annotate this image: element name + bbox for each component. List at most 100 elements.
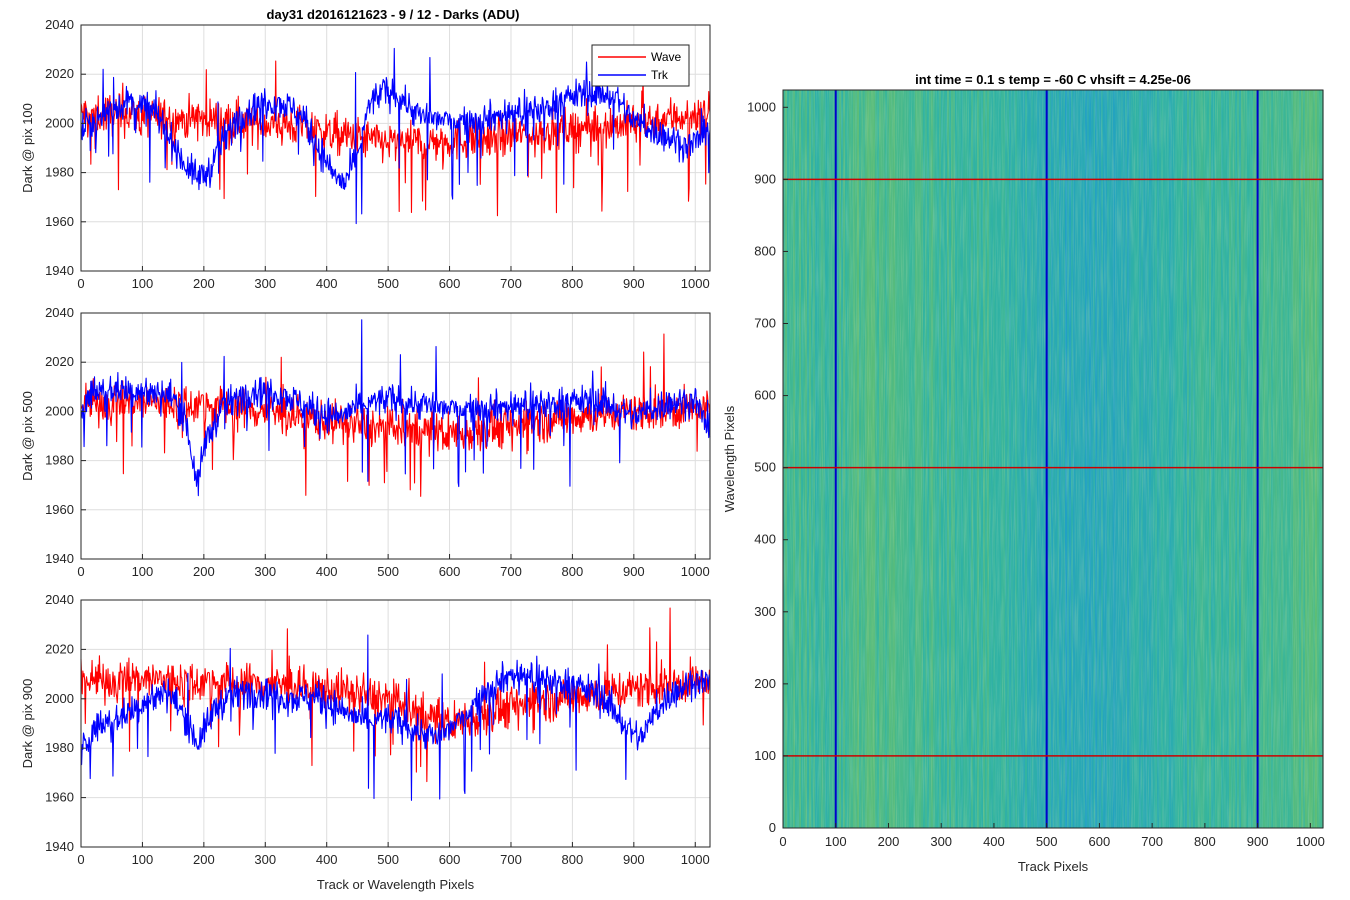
x-tick-label: 300 (254, 852, 276, 867)
x-tick-label: 700 (500, 852, 522, 867)
x-tick-label: 100 (132, 564, 154, 579)
y-axis-label: Dark @ pix 500 (20, 391, 35, 481)
heatmap-y-axis-label: Wavelength Pixels (722, 405, 737, 512)
y-tick-label: 1980 (45, 165, 74, 180)
heatmap-axes-box (782, 89, 1324, 829)
x-tick-label: 600 (439, 276, 461, 291)
heatmap-texture (783, 90, 1323, 828)
legend: Wave Trk (591, 44, 690, 87)
x-tick-label: 900 (623, 852, 645, 867)
y-tick-label: 2040 (45, 17, 74, 32)
x-tick-label: 1000 (681, 276, 710, 291)
heatmap-x-tick-label: 100 (825, 834, 847, 849)
x-tick-label: 0 (77, 276, 84, 291)
x-tick-label: 600 (439, 852, 461, 867)
series-line-trk (80, 634, 711, 801)
top-chart-title: day31 d2016121623 - 9 / 12 - Darks (ADU) (267, 7, 520, 22)
y-tick-label: 1940 (45, 263, 74, 278)
axes-box (80, 312, 711, 560)
series-line-wave (80, 333, 711, 497)
x-tick-label: 800 (562, 852, 584, 867)
y-tick-label: 1940 (45, 551, 74, 566)
x-tick-label: 900 (623, 564, 645, 579)
x-tick-label: 400 (316, 564, 338, 579)
heatmap-x-tick-label: 0 (779, 834, 786, 849)
x-tick-label: 900 (623, 276, 645, 291)
x-axis-label: Track or Wavelength Pixels (317, 877, 475, 892)
axes-box (80, 599, 711, 848)
heatmap-x-tick-label: 1000 (1296, 834, 1325, 849)
x-tick-label: 300 (254, 564, 276, 579)
heatmap-x-tick-label: 800 (1194, 834, 1216, 849)
heatmap-panel: 0 100 200 300 400 500 600 700 800 900 1000 0 100 200 3… (722, 89, 1325, 874)
legend-label-trk: Trk (651, 68, 669, 82)
y-tick-label: 1980 (45, 453, 74, 468)
x-tick-label: 700 (500, 564, 522, 579)
heatmap-x-tick-label: 300 (930, 834, 952, 849)
series-line-wave (80, 607, 711, 783)
y-tick-label: 2040 (45, 592, 74, 607)
y-tick-label: 2020 (45, 641, 74, 656)
x-tick-label: 800 (562, 564, 584, 579)
y-tick-label: 2020 (45, 66, 74, 81)
line-panel-pix-500: 0 100 200 300 400 500 600 700 800 900 1000 1940 1960… (20, 305, 711, 579)
heatmap-y-tick-label: 700 (754, 316, 776, 331)
x-tick-label: 200 (193, 564, 215, 579)
x-tick-label: 100 (132, 852, 154, 867)
heatmap-y-tick-label: 200 (754, 676, 776, 691)
heatmap-title: int time = 0.1 s temp = -60 C vhsift = 4… (915, 72, 1191, 87)
heatmap-x-tick-label: 200 (878, 834, 900, 849)
heatmap-x-tick-label: 500 (1036, 834, 1058, 849)
y-axis-label: Dark @ pix 100 (20, 103, 35, 193)
x-tick-label: 400 (316, 276, 338, 291)
heatmap-y-tick-label: 0 (769, 820, 776, 835)
plot-area (81, 600, 710, 847)
y-axis-label: Dark @ pix 900 (20, 679, 35, 769)
x-tick-label: 500 (377, 276, 399, 291)
x-tick-label: 200 (193, 276, 215, 291)
y-tick-label: 1960 (45, 214, 74, 229)
heatmap-x-tick-label: 400 (983, 834, 1005, 849)
heatmap-x-axis-label: Track Pixels (1018, 859, 1089, 874)
legend-label-wave: Wave (651, 50, 682, 64)
heatmap-y-tick-label: 900 (754, 171, 776, 186)
heatmap-y-tick-label: 1000 (747, 99, 776, 114)
x-tick-label: 0 (77, 564, 84, 579)
heatmap-y-tick-label: 400 (754, 532, 776, 547)
line-panel-pix-900: 0 100 200 300 400 500 600 700 800 900 1000 1940 1960… (20, 592, 711, 892)
series-line-trk (80, 319, 711, 497)
heatmap-y-tick-label: 300 (754, 604, 776, 619)
series-line-wave (80, 60, 711, 217)
x-tick-label: 1000 (681, 852, 710, 867)
axes-box (80, 24, 711, 272)
x-tick-label: 800 (562, 276, 584, 291)
y-tick-label: 2000 (45, 115, 74, 130)
y-tick-label: 1960 (45, 502, 74, 517)
heatmap-y-tick-label: 500 (754, 460, 776, 475)
series-line-trk (80, 47, 711, 225)
x-tick-label: 600 (439, 564, 461, 579)
heatmap-x-tick-label: 600 (1089, 834, 1111, 849)
x-tick-label: 500 (377, 564, 399, 579)
y-tick-label: 2020 (45, 354, 74, 369)
y-tick-label: 1980 (45, 740, 74, 755)
y-tick-label: 1940 (45, 839, 74, 854)
x-tick-label: 500 (377, 852, 399, 867)
y-tick-label: 2000 (45, 691, 74, 706)
y-tick-label: 2040 (45, 305, 74, 320)
x-tick-label: 200 (193, 852, 215, 867)
y-tick-label: 1960 (45, 790, 74, 805)
heatmap-y-tick-label: 600 (754, 388, 776, 403)
heatmap-y-tick-label: 800 (754, 243, 776, 258)
x-tick-label: 100 (132, 276, 154, 291)
heatmap-x-tick-label: 900 (1247, 834, 1269, 849)
x-tick-label: 1000 (681, 564, 710, 579)
x-tick-label: 700 (500, 276, 522, 291)
x-tick-label: 0 (77, 852, 84, 867)
heatmap-x-tick-label: 700 (1141, 834, 1163, 849)
x-tick-label: 300 (254, 276, 276, 291)
heatmap-y-tick-label: 100 (754, 748, 776, 763)
x-tick-label: 400 (316, 852, 338, 867)
y-tick-label: 2000 (45, 403, 74, 418)
